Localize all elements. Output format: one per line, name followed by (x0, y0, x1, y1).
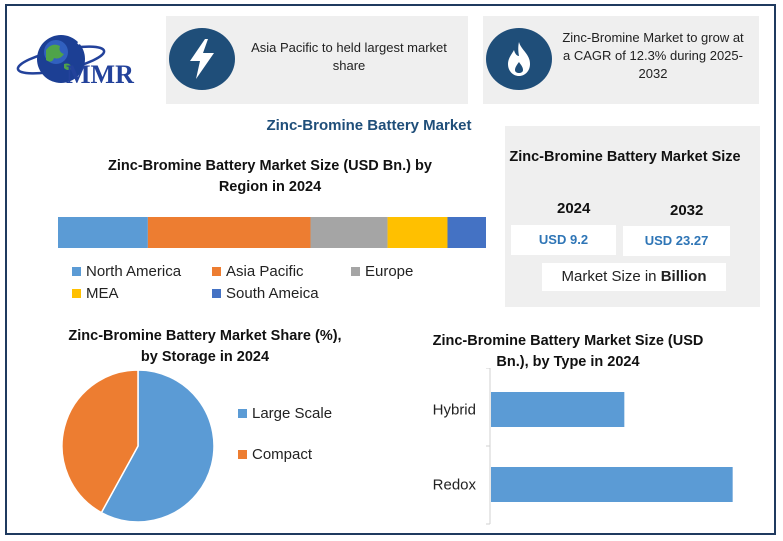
pie-legend-item-large-scale: Large Scale (238, 405, 332, 422)
lightning-icon (169, 28, 235, 90)
legend-swatch (212, 267, 221, 276)
region-segment-asia-pacific (147, 217, 311, 248)
market-size-footer: Market Size in Billion (542, 263, 726, 291)
legend-swatch (238, 409, 247, 418)
page-title: Zinc-Bromine Battery Market (266, 117, 472, 134)
footer-prefix: Market Size in (561, 268, 661, 285)
legend-item-south-ameica: South Ameica (212, 285, 319, 302)
year-2024-label: 2024 (557, 200, 591, 217)
legend-item-asia-pacific: Asia Pacific (212, 263, 304, 280)
legend-item-mea: MEA (72, 285, 119, 302)
card-text-largest-share: Asia Pacific to held largest market shar… (251, 40, 447, 73)
region-segment-north-america (58, 217, 148, 248)
value-2024: USD 9.2 (511, 225, 616, 255)
legend-swatch (212, 289, 221, 298)
type-chart-title: Zinc-Bromine Battery Market Size (USD Bn… (432, 333, 704, 370)
pie-legend-item-compact: Compact (238, 446, 312, 463)
value-2032: USD 23.27 (623, 226, 730, 256)
region-segment-mea (387, 217, 448, 248)
legend-item-europe: Europe (351, 263, 413, 280)
pie-slice-large-scale (100, 369, 215, 523)
type-tick-label-hybrid: Hybrid (433, 402, 476, 419)
legend-label: Europe (365, 263, 414, 280)
legend-item-north-america: North America (72, 263, 181, 280)
legend-swatch (72, 289, 81, 298)
logo-text: MMR (66, 60, 134, 89)
storage-chart-title: Zinc-Bromine Battery Market Share (%), b… (68, 328, 342, 365)
type-bar-hybrid (491, 392, 625, 427)
region-segment-europe (310, 217, 388, 248)
legend-label: Asia Pacific (226, 263, 304, 280)
market-size-panel: Zinc-Bromine Battery Market Size 2024 20… (505, 126, 760, 307)
region-segment-south-ameica (447, 217, 486, 248)
footer-unit: Billion (660, 268, 707, 285)
type-bar-chart: Hybrid Redox (433, 368, 733, 525)
outer-frame (5, 4, 776, 535)
pie-slice-compact (61, 369, 139, 514)
storage-pie-chart (61, 369, 215, 523)
legend-label: Large Scale (252, 405, 333, 422)
legend-swatch (72, 267, 81, 276)
region-stacked-bar (58, 217, 486, 248)
type-tick-label-redox: Redox (433, 477, 477, 494)
legend-label: MEA (86, 285, 119, 302)
flame-icon (486, 28, 552, 90)
region-chart-title: Zinc-Bromine Battery Market Size (USD Bn… (108, 158, 432, 195)
type-bar-redox (491, 467, 733, 502)
market-size-title: Zinc-Bromine Battery Market Size (509, 149, 741, 165)
info-card-largest-share: Asia Pacific to held largest market shar… (166, 16, 468, 104)
legend-label: Compact (252, 446, 313, 463)
mmr-logo (16, 35, 106, 83)
card-text-cagr: Zinc-Bromine Market to grow at a CAGR of… (562, 30, 744, 81)
info-card-cagr: Zinc-Bromine Market to grow at a CAGR of… (483, 16, 759, 104)
legend-label: South Ameica (226, 285, 319, 302)
legend-swatch (238, 450, 247, 459)
year-2032-label: 2032 (670, 202, 704, 219)
legend-swatch (351, 267, 360, 276)
legend-label: North America (86, 263, 182, 280)
